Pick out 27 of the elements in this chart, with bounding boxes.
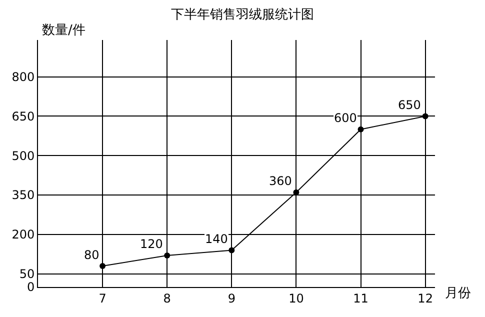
x-tick-label: 11: [353, 291, 368, 306]
data-label: 80: [84, 248, 100, 262]
x-tick-label: 9: [228, 291, 236, 306]
data-label: 360: [269, 174, 292, 188]
y-tick-label: 350: [12, 188, 35, 202]
y-axis-title: 数量/件: [42, 23, 86, 38]
data-label: 140: [205, 232, 228, 246]
point: [164, 252, 170, 258]
x-axis-title: 月份: [445, 286, 471, 301]
point: [228, 247, 235, 254]
point: [358, 126, 364, 132]
point: [422, 113, 428, 120]
x-tick-label: 12: [418, 291, 433, 306]
point: [100, 262, 106, 269]
x-tick-label: 7: [98, 291, 106, 306]
data-label: 650: [398, 98, 421, 112]
chart-title: 下半年销售羽绒服统计图: [171, 8, 314, 23]
y-tick-label: 500: [12, 148, 35, 163]
y-tick-label: 50: [19, 267, 35, 282]
y-tick-label: 800: [12, 70, 35, 84]
x-tick-label: 8: [163, 291, 171, 306]
data-label: 600: [334, 111, 357, 125]
y-tick-label: 200: [12, 228, 35, 242]
data-label: 120: [140, 237, 163, 251]
y-tick-label: 0: [26, 280, 35, 294]
y-tick-label: 650: [12, 109, 35, 124]
x-tick-label: 10: [288, 291, 304, 306]
